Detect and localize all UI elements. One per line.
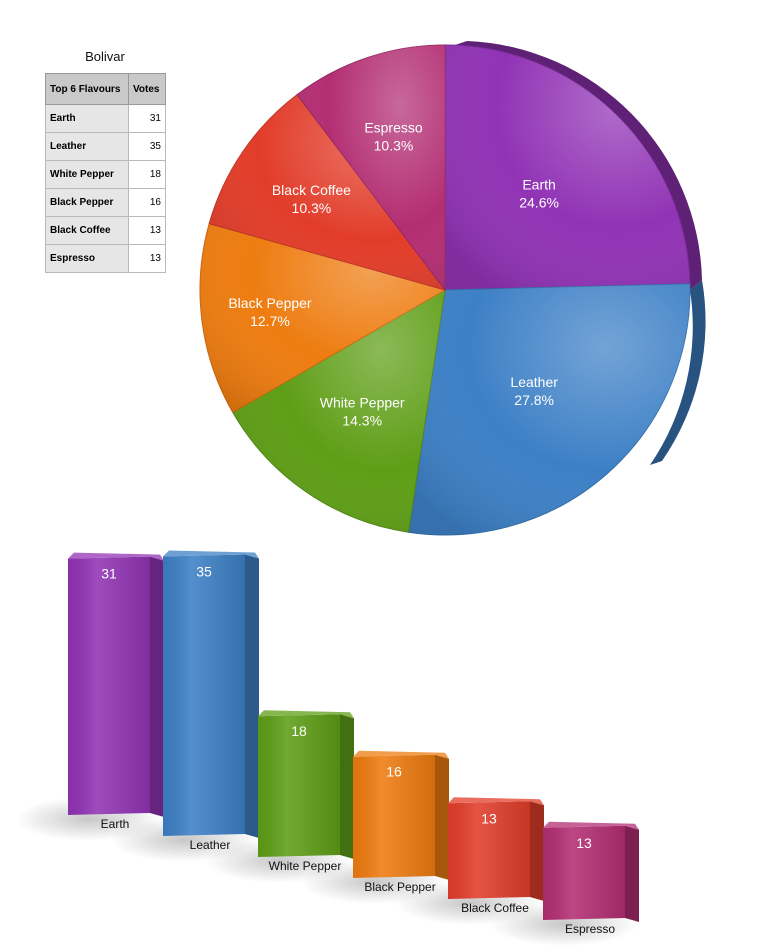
- pie-label-black-pepper: Black Pepper: [228, 295, 312, 311]
- row-votes: 31: [128, 104, 166, 133]
- bar-top-black-pepper: [353, 750, 449, 759]
- row-name: Earth: [45, 104, 129, 133]
- row-name: Leather: [45, 132, 129, 161]
- bar-top-white-pepper: [258, 710, 354, 719]
- bar-top-black-coffee: [448, 797, 544, 806]
- row-name: White Pepper: [45, 160, 129, 189]
- pie-label-leather: Leather: [510, 374, 558, 390]
- bar-category-black-pepper: Black Pepper: [364, 880, 435, 894]
- row-votes: 35: [128, 132, 166, 161]
- bar-gloss: [448, 801, 530, 899]
- pie-percent-white-pepper: 14.3%: [342, 412, 382, 428]
- table-row: Black Coffee 13: [45, 216, 166, 245]
- bar-gloss: [68, 556, 150, 815]
- bar-top-espresso: [543, 821, 639, 830]
- bar-side-espresso: [625, 825, 639, 922]
- pie-slice-highlight: [209, 94, 445, 290]
- table-row: White Pepper 18: [45, 160, 166, 189]
- bar-category-espresso: Espresso: [565, 922, 615, 936]
- table-row: Espresso 13: [45, 244, 166, 273]
- row-name: Black Pepper: [45, 188, 129, 217]
- bar-value-earth: 31: [101, 566, 117, 582]
- pie-label-black-coffee: Black Coffee: [272, 182, 351, 198]
- pie-label-white-pepper: White Pepper: [320, 394, 405, 410]
- row-votes: 13: [128, 244, 166, 273]
- pie-slice-highlight: [199, 223, 445, 413]
- pie-percent-black-coffee: 10.3%: [292, 200, 332, 216]
- pie-percent-earth: 24.6%: [519, 195, 559, 211]
- bar-chart: 31 Earth 35 Leather 18 White Pepper 16 Black Pe…: [68, 550, 639, 936]
- bar-top-earth: [68, 552, 164, 561]
- bar-value-espresso: 13: [576, 835, 592, 851]
- bar-category-earth: Earth: [101, 817, 130, 831]
- bar-category-black-coffee: Black Coffee: [461, 901, 529, 915]
- bar-side-black-coffee: [530, 801, 544, 901]
- bar-side-leather: [245, 554, 259, 838]
- bar-gloss: [163, 554, 245, 836]
- bar-side-earth: [150, 556, 164, 817]
- bar-gloss: [543, 825, 625, 920]
- bar-category-white-pepper: White Pepper: [269, 859, 342, 873]
- bar-side-black-pepper: [435, 754, 449, 880]
- row-name: Black Coffee: [45, 216, 129, 245]
- table-row: Earth 31: [45, 104, 166, 133]
- row-name: Espresso: [45, 244, 129, 273]
- bar-value-black-coffee: 13: [481, 810, 497, 826]
- pie-slice-highlight: [408, 283, 690, 535]
- flavour-table: Top 6 Flavours Votes Earth 31 Leather 35 W…: [45, 73, 166, 273]
- row-votes: 18: [128, 160, 166, 189]
- bar-gloss: [353, 754, 435, 878]
- bar-value-leather: 35: [196, 564, 212, 580]
- pie-label-espresso: Espresso: [364, 120, 423, 136]
- pie-slice-highlight: [297, 45, 445, 290]
- bar-value-black-pepper: 16: [386, 764, 402, 780]
- pie-percent-leather: 27.8%: [514, 392, 554, 408]
- pie-percent-black-pepper: 12.7%: [250, 313, 290, 329]
- header-votes: Votes: [128, 73, 166, 105]
- table-title: Bolivar: [85, 49, 125, 64]
- bar-gloss: [258, 714, 340, 857]
- bar-category-leather: Leather: [190, 838, 231, 852]
- bar-top-leather: [163, 550, 259, 559]
- pie-slice-highlight: [445, 45, 690, 290]
- pie-label-earth: Earth: [522, 177, 555, 193]
- pie-percent-espresso: 10.3%: [374, 138, 414, 154]
- bar-value-white-pepper: 18: [291, 723, 307, 739]
- pie-slice-highlight: [232, 290, 445, 533]
- pie-chart: Earth 24.6% Leather 27.8% White Pepper 14.3% B…: [199, 41, 706, 536]
- row-votes: 13: [128, 216, 166, 245]
- pie-depth-side: [650, 280, 706, 465]
- table-header-row: Top 6 Flavours Votes: [45, 73, 166, 105]
- bar-shadow-layer: [15, 797, 638, 946]
- table-row: Leather 35: [45, 132, 166, 161]
- bar-side-white-pepper: [340, 714, 354, 859]
